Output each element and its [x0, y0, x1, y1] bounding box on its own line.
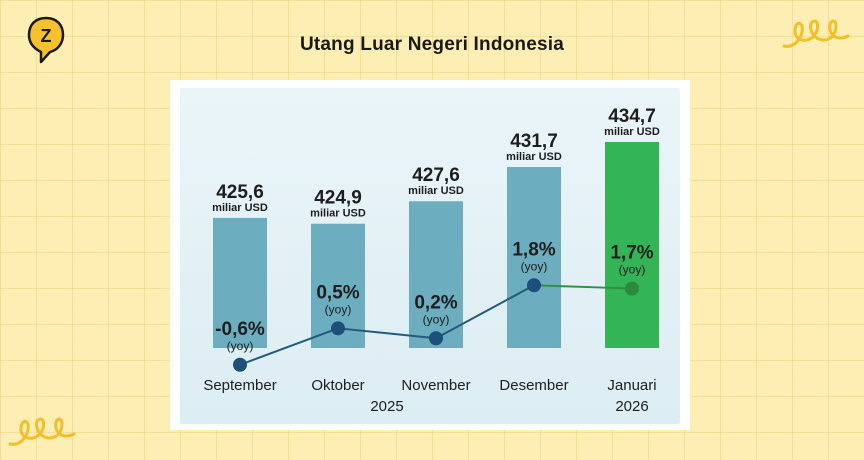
- bar-desember: [507, 167, 561, 348]
- growth-line-segment: [435, 284, 535, 340]
- growth-line-segment: [239, 327, 339, 366]
- page-title: Utang Luar Negeri Indonesia: [299, 34, 565, 55]
- bar-unit-label: miliar USD: [506, 151, 562, 163]
- bar-november: [409, 201, 463, 348]
- growth-line-segment: [533, 284, 633, 290]
- growth-point-desember: [527, 278, 541, 293]
- growth-line-segment: [337, 327, 437, 340]
- growth-point-oktober: [331, 321, 345, 336]
- growth-point-september: [233, 357, 247, 372]
- growth-yoy-label: (yoy): [227, 339, 254, 353]
- squiggle-decoration-icon: [8, 417, 76, 446]
- growth-label: 0,5%: [316, 282, 359, 303]
- bar-value-label: 434,7: [608, 106, 656, 127]
- bar-september: [213, 217, 267, 348]
- growth-yoy-label: (yoy): [325, 302, 352, 316]
- bar-value-label: 425,6: [216, 182, 264, 203]
- growth-label: -0,6%: [215, 319, 265, 340]
- bar-value-label: 424,9: [314, 188, 362, 209]
- category-label: November: [401, 377, 470, 394]
- bar-unit-label: miliar USD: [310, 208, 366, 220]
- year-label: 2025: [370, 398, 403, 415]
- logo-letter: Z: [41, 26, 52, 46]
- category-label: Desember: [499, 377, 568, 394]
- growth-label: 1,8%: [512, 239, 555, 260]
- category-label: September: [203, 377, 276, 394]
- growth-yoy-label: (yoy): [521, 259, 548, 273]
- category-label: Oktober: [311, 377, 364, 394]
- zenius-logo-icon: Z: [27, 16, 65, 64]
- growth-point-november: [429, 331, 443, 346]
- growth-yoy-label: (yoy): [619, 263, 646, 277]
- squiggle-decoration-icon: [782, 19, 850, 48]
- bar-unit-label: miliar USD: [604, 126, 660, 138]
- bar-januari: [605, 142, 659, 348]
- growth-label: 1,7%: [610, 243, 653, 264]
- bar-unit-label: miliar USD: [408, 185, 464, 197]
- bar-value-label: 427,6: [412, 165, 460, 186]
- category-label: Januari: [607, 377, 656, 394]
- year-label: 2026: [615, 398, 648, 415]
- growth-point-januari: [625, 281, 639, 296]
- bar-unit-label: miliar USD: [212, 202, 268, 214]
- growth-label: 0,2%: [414, 292, 457, 313]
- growth-yoy-label: (yoy): [423, 312, 450, 326]
- bar-value-label: 431,7: [510, 131, 558, 152]
